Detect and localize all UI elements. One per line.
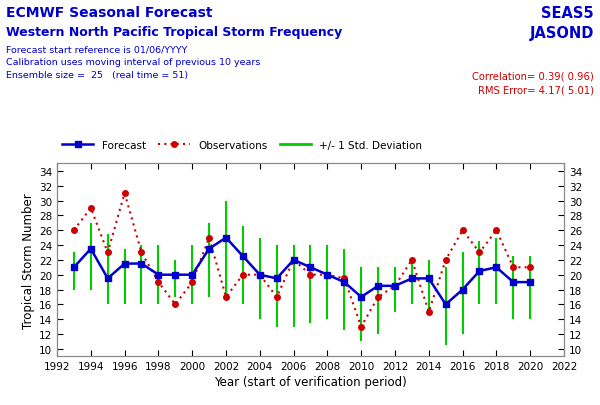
- Text: RMS Error= 4.17( 5.01): RMS Error= 4.17( 5.01): [478, 85, 594, 95]
- Text: Correlation= 0.39( 0.96): Correlation= 0.39( 0.96): [472, 71, 594, 81]
- Text: JASOND: JASOND: [530, 26, 594, 41]
- Text: SEAS5: SEAS5: [541, 6, 594, 21]
- X-axis label: Year (start of verification period): Year (start of verification period): [214, 375, 407, 388]
- Text: ECMWF Seasonal Forecast: ECMWF Seasonal Forecast: [6, 6, 212, 20]
- Y-axis label: Tropical Storm Number: Tropical Storm Number: [22, 192, 35, 328]
- Text: Ensemble size =  25   (real time = 51): Ensemble size = 25 (real time = 51): [6, 71, 188, 80]
- Text: Calibration uses moving interval of previous 10 years: Calibration uses moving interval of prev…: [6, 58, 260, 67]
- Text: Forecast start reference is 01/06/YYYY: Forecast start reference is 01/06/YYYY: [6, 45, 187, 54]
- Text: Western North Pacific Tropical Storm Frequency: Western North Pacific Tropical Storm Fre…: [6, 26, 342, 39]
- Legend: Forecast, Observations, +/- 1 Std. Deviation: Forecast, Observations, +/- 1 Std. Devia…: [62, 141, 422, 150]
